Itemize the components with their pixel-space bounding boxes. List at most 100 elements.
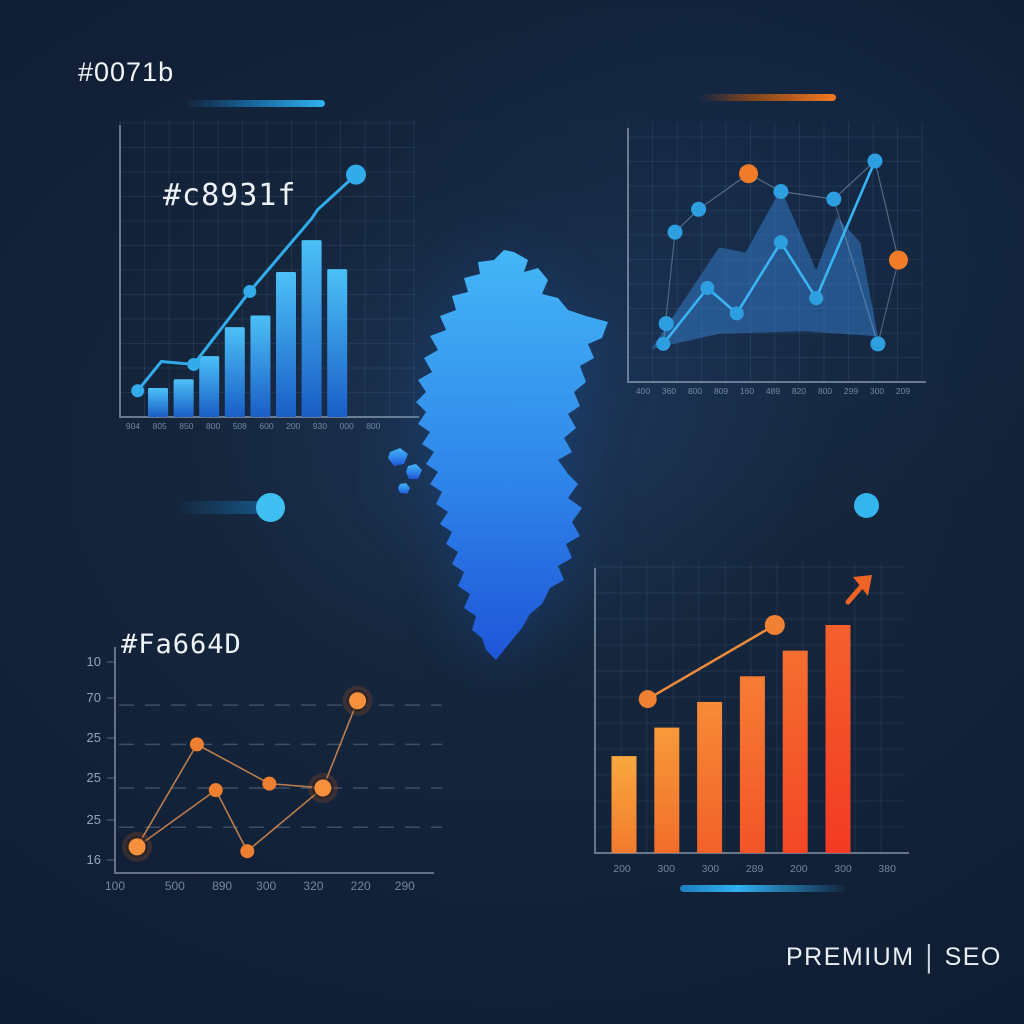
y-tick-label: 70: [87, 690, 101, 705]
x-tick-label: 320: [303, 879, 323, 893]
x-tick-label: 800: [206, 421, 220, 431]
data-point-dot: [773, 184, 789, 199]
x-tick-label: 200: [613, 863, 631, 875]
map-island: [398, 483, 410, 494]
bar: [782, 650, 808, 853]
data-point-dot: [187, 357, 201, 371]
x-tick-label: 200: [790, 863, 808, 875]
x-tick-label: 299: [844, 386, 858, 396]
bar: [654, 727, 680, 853]
slider-dot: [256, 493, 285, 522]
y-tick-label: 25: [87, 730, 101, 745]
y-tick-label: 25: [87, 770, 101, 785]
trend-line: [647, 623, 776, 701]
data-point-dot: [764, 615, 785, 635]
x-tick-label: 209: [896, 386, 910, 396]
trend-line: [662, 160, 877, 345]
x-tick-label: 809: [714, 386, 728, 396]
data-point-dot: [809, 291, 824, 306]
data-point-dot: [189, 737, 204, 752]
map-graphic: [388, 250, 608, 660]
data-point-dot: [314, 779, 332, 797]
x-tick-label: 508: [233, 421, 247, 431]
orange-gradient-line: [698, 94, 836, 101]
data-point-dot: [349, 692, 367, 710]
x-tick-label: 200: [286, 421, 300, 431]
connector-line: [322, 700, 359, 789]
map-island: [406, 464, 422, 479]
brand-separator: |: [925, 939, 934, 975]
connector-line: [136, 743, 198, 848]
connector-line: [246, 787, 324, 852]
data-point-dot: [656, 336, 671, 351]
bar: [276, 272, 296, 417]
data-point-dot: [870, 336, 886, 352]
x-tick-label: 000: [340, 421, 354, 431]
x-tick-label: 360: [662, 386, 676, 396]
x-tick-label: 100: [105, 879, 125, 893]
y-tick-label: 16: [87, 852, 101, 867]
x-tick-label: 300: [834, 863, 852, 875]
map-island: [388, 448, 408, 466]
brand-right: SEO: [944, 943, 1002, 971]
x-tick-label: 820: [792, 386, 806, 396]
data-point-dot: [638, 690, 657, 709]
x-tick-label: 805: [153, 421, 167, 431]
x-tick-label: 930: [313, 421, 327, 431]
connector-line: [136, 789, 217, 848]
bar: [250, 315, 271, 417]
chart3-hex-label: #Fa664D: [121, 629, 242, 660]
x-tick-label: 800: [688, 386, 702, 396]
connector-line: [196, 743, 270, 785]
bar: [199, 356, 220, 417]
x-tick-label: 220: [351, 879, 371, 893]
growth-arrow-icon: [853, 575, 872, 596]
x-tick-label: 300: [702, 863, 720, 875]
x-tick-label: 904: [126, 421, 140, 431]
connector-line: [877, 259, 900, 345]
x-tick-label: 800: [818, 386, 832, 396]
data-point-dot: [658, 316, 674, 332]
data-point-dot: [867, 153, 883, 169]
bar: [148, 388, 168, 417]
data-point-dot: [739, 164, 759, 184]
bar: [739, 676, 765, 853]
bar: [825, 625, 851, 853]
data-point-dot: [700, 281, 715, 296]
x-tick-label: 300: [256, 879, 276, 893]
x-tick-label: 800: [366, 421, 380, 431]
x-tick-label: 400: [636, 386, 650, 396]
data-point-dot: [128, 838, 146, 856]
x-tick-label: 600: [259, 421, 273, 431]
x-tick-label: 850: [179, 421, 193, 431]
x-tick-label: 300: [870, 386, 884, 396]
brand-left: PREMIUM: [786, 943, 915, 971]
bar: [301, 240, 322, 417]
bar: [611, 756, 637, 853]
connector-line: [215, 789, 249, 852]
axis: [114, 647, 434, 874]
bar: [327, 269, 348, 417]
growth-arrow-icon: [845, 584, 864, 605]
connector-line: [833, 198, 879, 345]
chart1-hex-label: #c8931f: [163, 178, 297, 213]
data-point-dot: [346, 164, 366, 185]
x-tick-label: 290: [395, 879, 415, 893]
data-point-dot: [667, 224, 683, 240]
slider-trail: [175, 501, 271, 514]
bar: [173, 379, 194, 417]
bar: [697, 701, 723, 853]
blue-underline: [680, 885, 845, 892]
data-point-dot: [208, 783, 223, 798]
data-point-dot: [888, 250, 908, 270]
accent-dot: [854, 493, 879, 518]
x-tick-label: 890: [212, 879, 232, 893]
data-point-dot: [691, 201, 707, 217]
axis: [627, 128, 926, 383]
map-landmass: [416, 250, 608, 660]
data-point-dot: [131, 384, 145, 398]
blue-gradient-line: [183, 100, 325, 107]
x-tick-label: 380: [878, 863, 896, 875]
